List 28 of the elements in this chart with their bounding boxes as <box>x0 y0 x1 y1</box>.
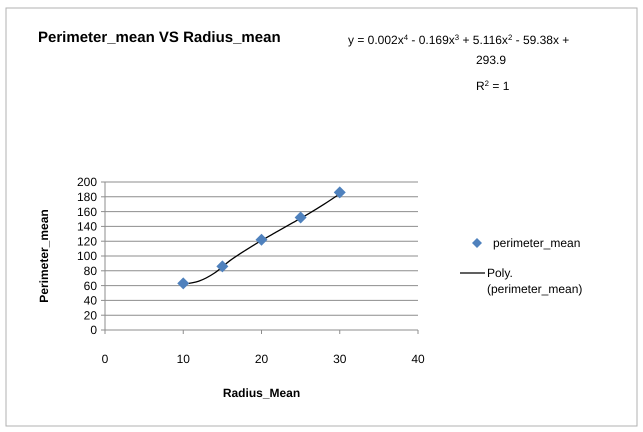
x-tick-label: 30 <box>333 352 347 366</box>
y-tick-label: 180 <box>76 190 98 204</box>
y-tick-label: 200 <box>76 175 98 190</box>
y-tick-label: 80 <box>84 264 98 278</box>
legend-label: Poly. (perimeter_mean) <box>487 266 582 296</box>
point <box>177 277 190 290</box>
y-tick-label: 20 <box>84 308 98 322</box>
x-tick-label: 10 <box>176 352 190 366</box>
y-axis-title: Perimeter_mean <box>37 209 51 303</box>
point <box>294 212 307 224</box>
y-tick-label: 160 <box>76 204 98 219</box>
point <box>216 260 228 272</box>
y-tick-label: 0 <box>90 323 98 338</box>
text: R$^{2}$ = 1 <box>476 78 510 93</box>
point <box>334 186 346 198</box>
point <box>256 234 268 246</box>
y-tick-label: 60 <box>84 278 98 293</box>
x-tick-label: 20 <box>254 352 268 366</box>
text: y = 0.002x$^{4}$ - 0.169x$^{3}$ + 5.116x$^{2}$ - 59.38x + 293.9 <box>348 32 570 67</box>
y-tick-label: 140 <box>76 220 98 234</box>
y-tick-label: 40 <box>84 294 98 308</box>
y-tick-label: 100 <box>76 249 98 264</box>
x-tick-label: 40 <box>411 352 425 366</box>
x-axis-title: Radius_Mean <box>222 386 300 400</box>
y-tick-label: 120 <box>76 234 98 248</box>
chart-title: Perimeter_mean VS Radius_mean <box>38 29 281 46</box>
legend-label: perimeter_mean <box>493 236 580 250</box>
x-tick-label: 0 <box>102 352 109 366</box>
